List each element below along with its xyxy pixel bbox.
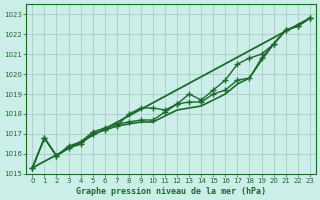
X-axis label: Graphe pression niveau de la mer (hPa): Graphe pression niveau de la mer (hPa) (76, 187, 266, 196)
